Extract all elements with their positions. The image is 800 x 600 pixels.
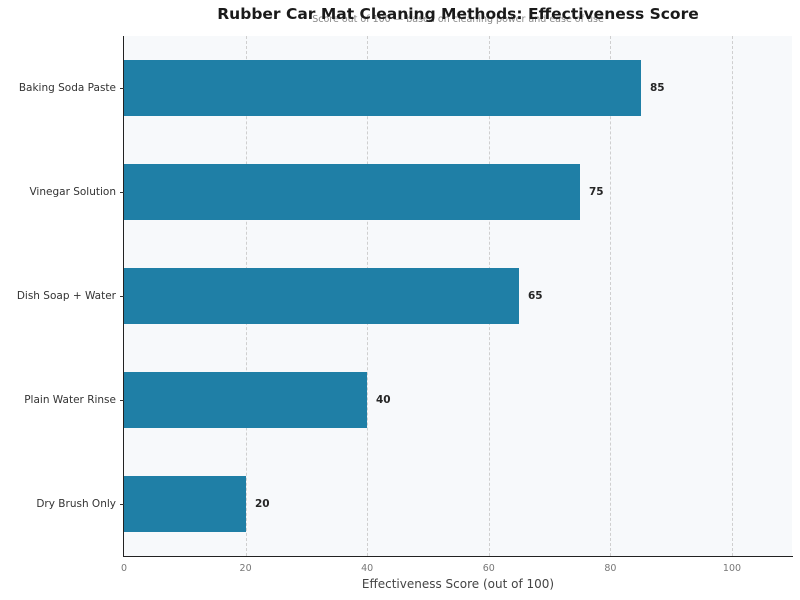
y-tick-label: Dry Brush Only	[36, 498, 116, 510]
y-tick-label: Plain Water Rinse	[24, 394, 116, 406]
y-tick-label: Dish Soap + Water	[16, 290, 116, 302]
x-tick-label: 40	[361, 563, 374, 574]
chart-subtitle: Score out of 100 — based on cleaning pow…	[312, 14, 604, 25]
gridline-100	[732, 36, 733, 556]
x-tick-label: 60	[482, 563, 495, 574]
x-tick-label: 0	[120, 563, 128, 574]
x-tick-label: 20	[239, 563, 252, 574]
y-tick	[120, 296, 124, 297]
chart-title: Rubber Car Mat Cleaning Methods: Effecti…	[217, 5, 699, 23]
bar-value-label: 85	[650, 82, 665, 94]
y-tick-label: Baking Soda Paste	[18, 82, 116, 94]
bar-plain-water-rinse	[124, 372, 368, 428]
x-tick-label: 80	[604, 563, 617, 574]
bar-value-label: 40	[376, 394, 391, 406]
bar-dish-soap-water	[124, 268, 520, 324]
x-axis-line	[123, 556, 793, 558]
gridline-80	[610, 36, 612, 556]
plot-area: 85 75 65 40 20	[124, 36, 792, 556]
bar-baking-soda-paste	[124, 60, 641, 116]
y-tick	[120, 504, 124, 505]
y-tick	[120, 192, 124, 193]
x-tick-label: 100	[722, 563, 742, 574]
x-axis-label: Effectiveness Score (out of 100)	[361, 577, 555, 591]
bar-value-label: 75	[589, 186, 604, 198]
bar-value-label: 65	[528, 290, 543, 302]
y-tick	[120, 88, 124, 89]
y-tick	[120, 400, 124, 401]
bar-vinegar-solution	[124, 164, 580, 220]
bar-dry-brush-only	[124, 476, 246, 532]
y-tick-label: Vinegar Solution	[29, 186, 116, 198]
bar-value-label: 20	[255, 498, 270, 510]
